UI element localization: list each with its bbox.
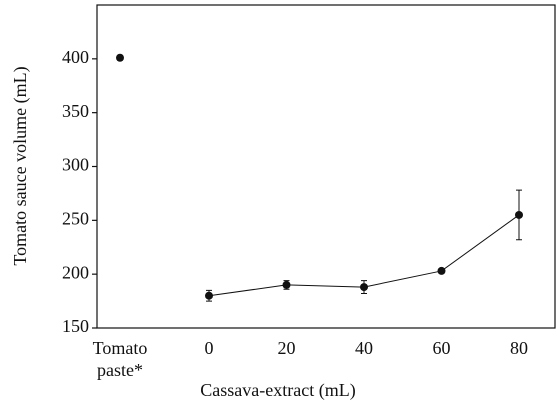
y-tick-label: 200 [62, 262, 89, 282]
x-axis-label: Cassava-extract (mL) [200, 380, 355, 401]
y-axis-label: Tomato sauce volume (mL) [10, 66, 31, 265]
y-tick-label: 400 [62, 47, 89, 67]
x-tick-label: Tomato paste* [93, 338, 148, 380]
data-point [360, 283, 368, 292]
x-tick-label: 0 [205, 338, 214, 358]
data-point [282, 280, 291, 289]
x-tick-label: 20 [278, 338, 296, 358]
plot-frame [96, 4, 556, 329]
x-tick-label: 60 [433, 338, 451, 358]
data-point [515, 210, 523, 219]
y-tick-label: 350 [62, 101, 89, 121]
y-tick-label: 300 [62, 155, 89, 175]
x-tick-label: 80 [510, 338, 528, 358]
data-point [437, 266, 446, 275]
y-tick-label: 250 [62, 208, 89, 228]
x-tick-label: 40 [355, 338, 373, 358]
y-tick-label: 150 [62, 316, 89, 336]
data-point [116, 53, 124, 62]
data-point [205, 291, 213, 300]
